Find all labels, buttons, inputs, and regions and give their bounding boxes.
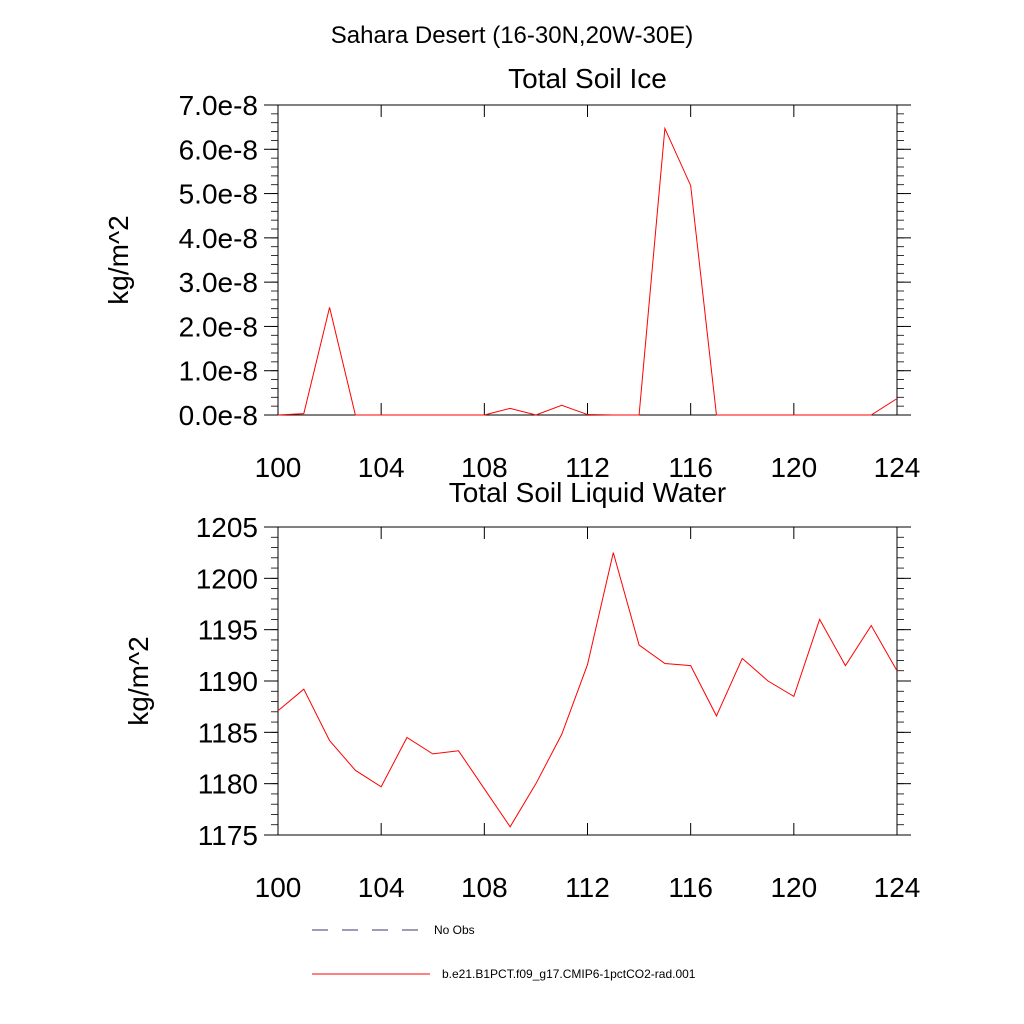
x-tick-label-water: 108	[461, 872, 508, 903]
y-tick-label-ice: 3.0e-8	[179, 267, 258, 298]
y-tick-label-ice: 1.0e-8	[179, 356, 258, 387]
y-tick-label-ice: 0.0e-8	[179, 400, 258, 431]
x-tick-label-water: 104	[358, 872, 405, 903]
y-tick-label-water: 1200	[196, 563, 258, 594]
x-tick-label-ice: 104	[358, 452, 405, 483]
panel-title-water: Total Soil Liquid Water	[449, 477, 727, 508]
y-tick-label-ice: 2.0e-8	[179, 311, 258, 342]
y-axis-label-ice: kg/m^2	[103, 215, 134, 304]
x-tick-label-ice: 116	[668, 452, 713, 483]
y-tick-label-water: 1190	[198, 666, 258, 697]
y-tick-label-water: 1195	[198, 615, 258, 646]
series-line-ice	[277, 126, 898, 416]
x-tick-label-water: 124	[874, 872, 921, 903]
legend: No Obs b.e21.B1PCT.f09_g17.CMIP6-1pctCO2…	[312, 923, 696, 981]
panel-total-soil-ice: Total Soil Ice kg/m^2 100 104 108 112 116 120 12…	[103, 63, 920, 483]
x-tick-label-water: 116	[668, 872, 713, 903]
x-tick-label-ice: 100	[255, 452, 302, 483]
y-tick-label-ice: 7.0e-8	[179, 90, 258, 121]
x-tick-label-ice: 120	[770, 452, 817, 483]
panel-title-ice: Total Soil Ice	[508, 63, 667, 94]
series-line-water	[277, 552, 898, 828]
y-tick-label-ice: 4.0e-8	[179, 223, 258, 254]
panel-total-soil-liquid-water: Total Soil Liquid Water kg/m^2 100 104 108 11…	[123, 477, 920, 903]
x-tick-label-ice: 124	[874, 452, 921, 483]
y-tick-label-water: 1185	[198, 717, 258, 748]
figure-title: Sahara Desert (16-30N,20W-30E)	[331, 22, 693, 49]
y-tick-label-ice: 5.0e-8	[179, 179, 258, 210]
legend-label-model: b.e21.B1PCT.f09_g17.CMIP6-1pctCO2-rad.00…	[442, 967, 696, 981]
x-tick-label-water: 120	[770, 872, 817, 903]
y-tick-label-water: 1205	[196, 512, 258, 543]
x-tick-label-water: 112	[565, 872, 610, 903]
x-tick-label-ice: 112	[565, 452, 610, 483]
legend-label-no-obs: No Obs	[434, 923, 475, 937]
x-tick-label-ice: 108	[461, 452, 508, 483]
y-tick-label-water: 1180	[198, 769, 258, 800]
y-axis-label-water: kg/m^2	[123, 636, 154, 725]
x-tick-label-water: 100	[255, 872, 302, 903]
y-tick-label-ice: 6.0e-8	[179, 134, 258, 165]
y-tick-label-water: 1175	[198, 820, 258, 851]
